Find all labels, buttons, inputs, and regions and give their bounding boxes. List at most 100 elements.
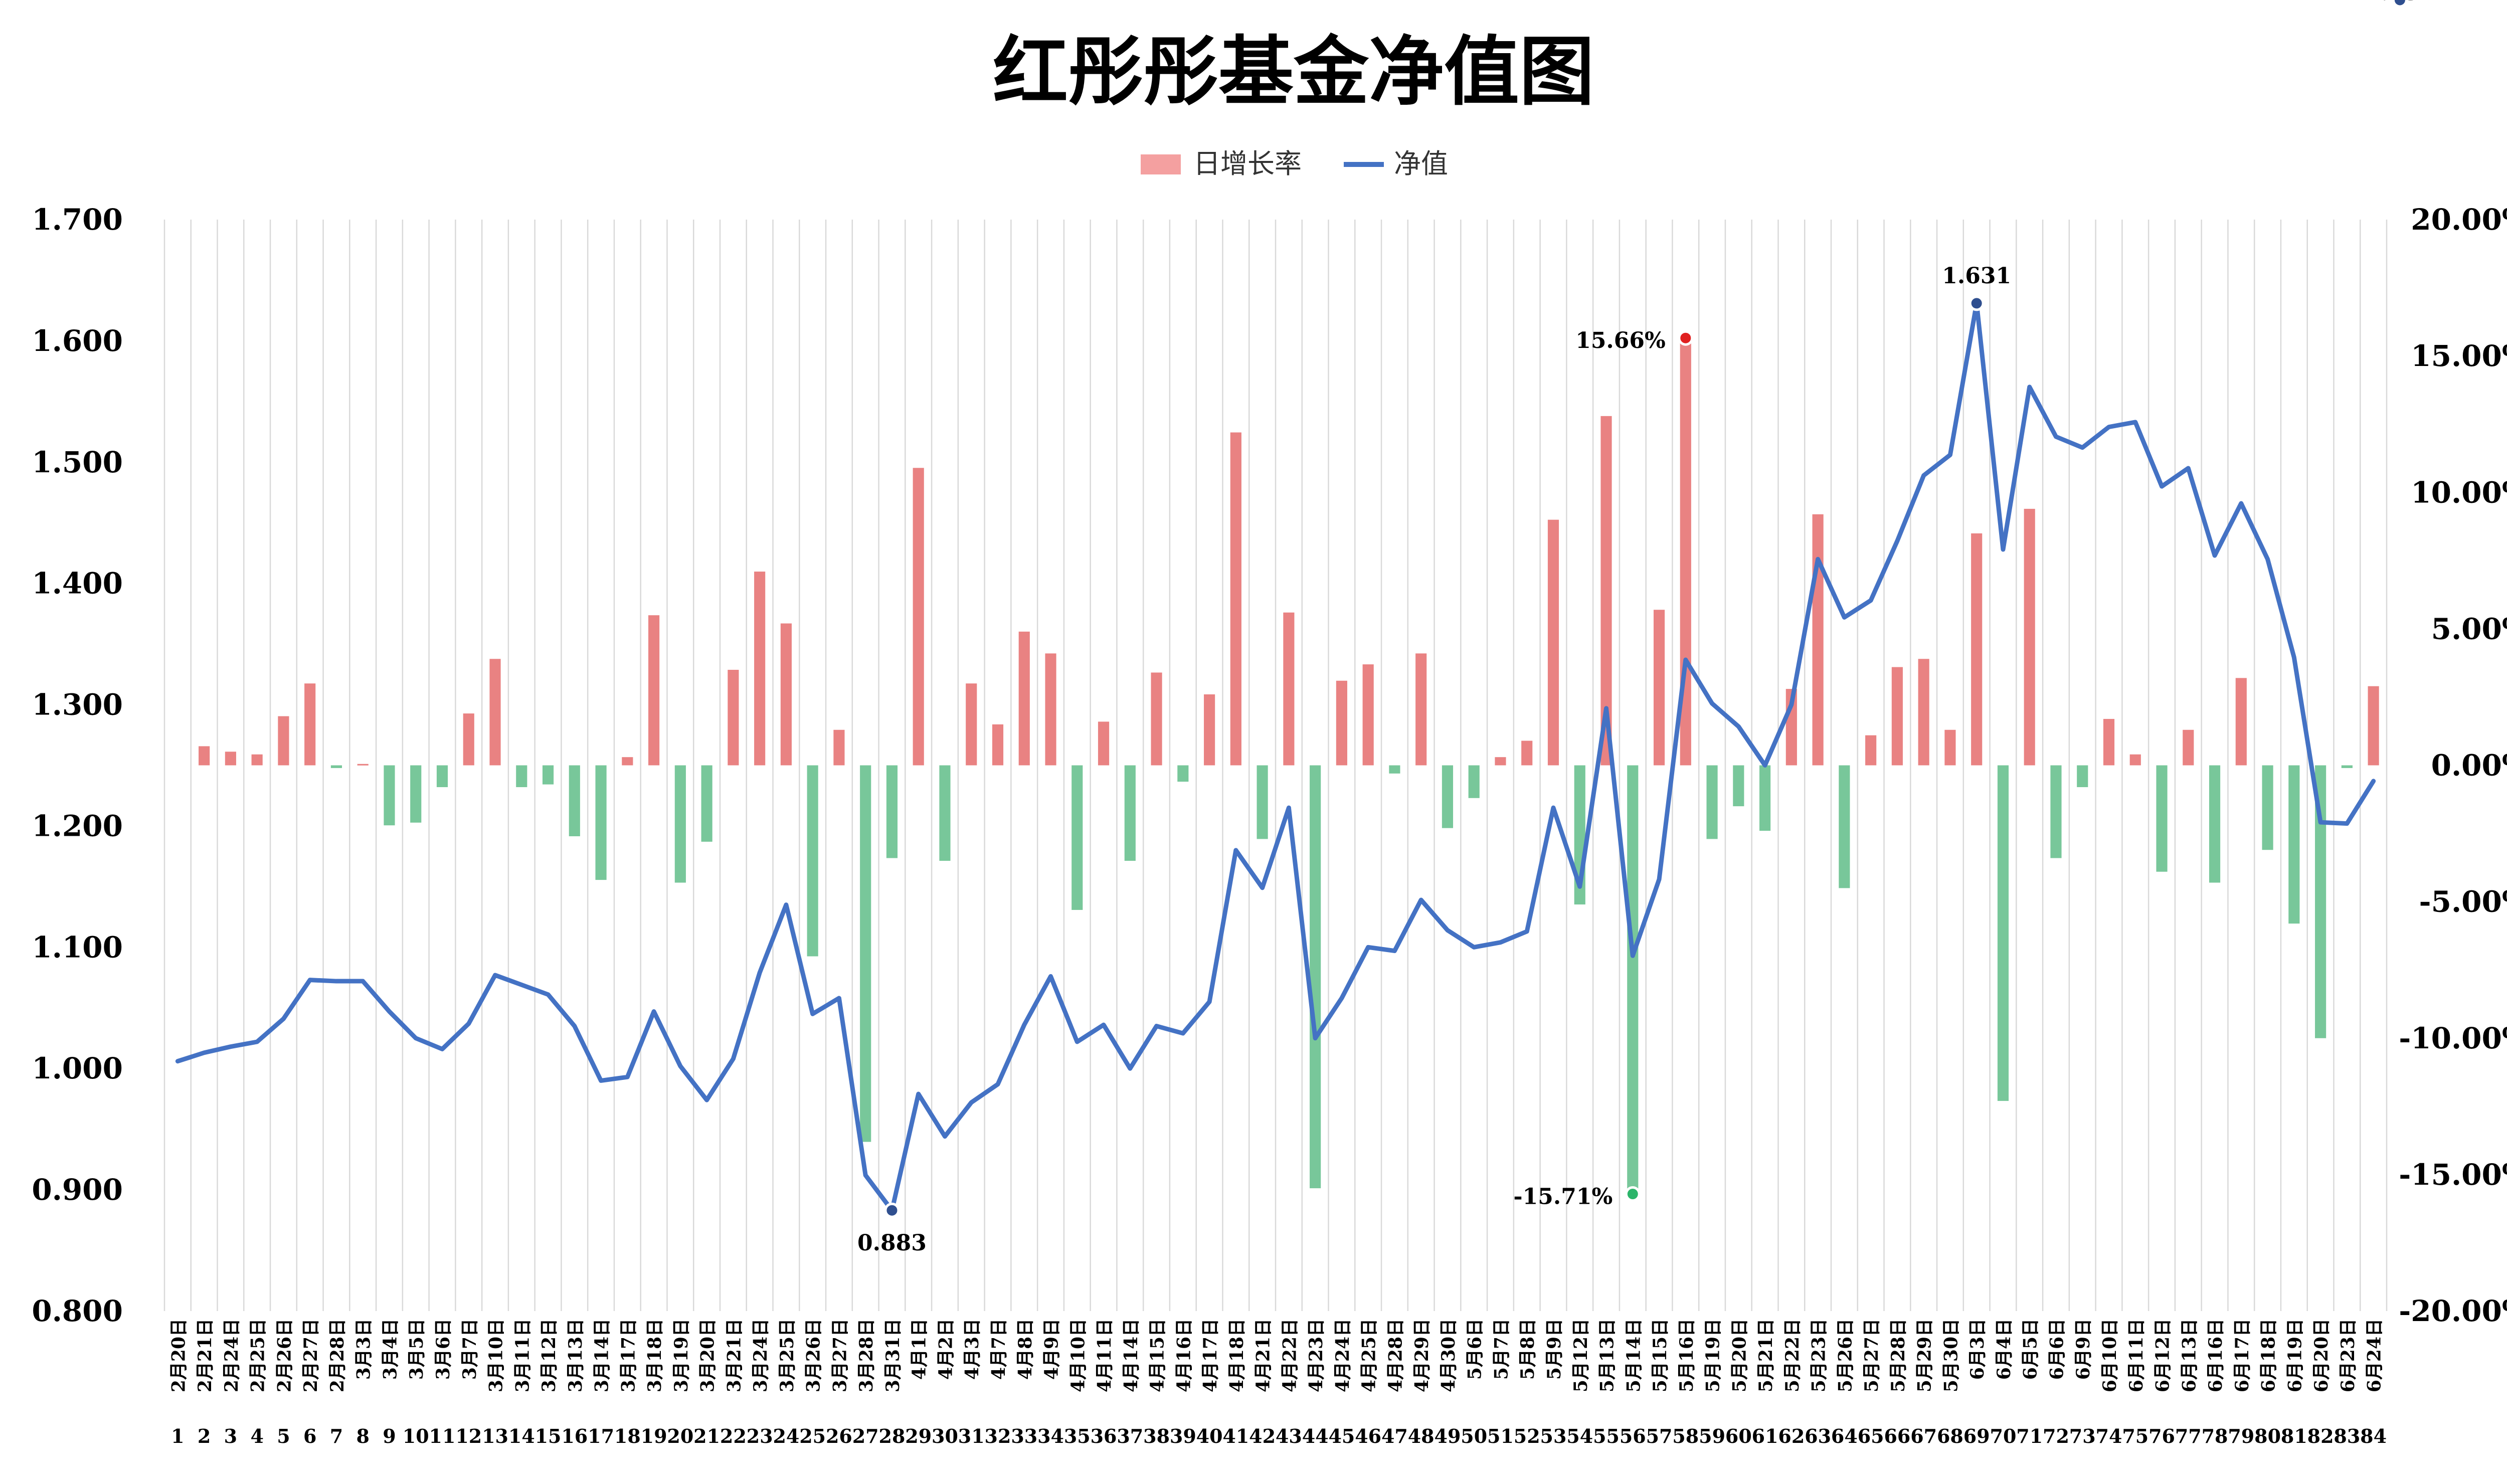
x-index-label: 72 [2043,1425,2069,1447]
x-date-label: 5月16日 [1676,1319,1697,1392]
x-index-label: 68 [1937,1425,1963,1447]
x-index-label: 23 [747,1425,773,1447]
growth-bar [2209,765,2221,883]
x-index-label: 84 [2360,1425,2387,1447]
left-tick-label: 1.600 [32,324,123,358]
x-index-label: 3 [224,1425,237,1447]
growth-bar [542,765,554,785]
chart-title: 红彤彤基金净值图 [993,28,1594,116]
growth-bar [1177,765,1189,782]
x-index-label: 21 [693,1425,720,1447]
left-tick-label: 1.500 [32,445,123,479]
growth-bar [2368,686,2379,766]
x-date-label: 5月8日 [1517,1319,1538,1380]
growth-bar [569,765,580,837]
x-date-label: 5月26日 [1835,1319,1856,1392]
growth-bar [2288,765,2300,924]
x-index-label: 26 [826,1425,852,1447]
x-index-label: 17 [588,1425,614,1447]
x-index-label: 56 [1620,1425,1646,1447]
x-index-label: 71 [2016,1425,2043,1447]
growth-bar [1759,765,1771,831]
x-date-label: 5月15日 [1650,1319,1671,1392]
growth-bar [648,615,660,766]
growth-bar [1521,740,1533,766]
x-date-label: 3月27日 [829,1319,850,1392]
growth-bar [1415,653,1427,766]
growth-bar [330,765,342,768]
x-date-label: 2月25日 [248,1319,269,1392]
x-date-label: 4月25日 [1359,1319,1380,1392]
growth-bar [1204,694,1215,766]
x-date-label: 5月29日 [1914,1319,1935,1392]
right-tick-label: -5.00% [2419,885,2507,919]
growth-bar [1944,729,1956,766]
growth-bar [939,765,951,861]
x-date-label: 4月10日 [1067,1319,1089,1392]
growth-bar [1971,533,1983,766]
x-date-label: 5月14日 [1623,1319,1644,1392]
growth-bar [1442,765,1454,828]
x-date-label: 6月23日 [2338,1319,2359,1392]
x-index-label: 73 [2069,1425,2096,1447]
nav-line [175,301,2376,1213]
x-date-label: 3月5日 [406,1319,427,1380]
growth-bar [304,683,316,766]
growth-bar [2315,765,2326,1038]
growth-bar [1997,765,2009,1101]
growth-bar [1812,514,1824,766]
x-index-label: 44 [1302,1425,1329,1447]
growth-bar [1389,765,1400,774]
right-tick-label: -15.00% [2399,1158,2507,1192]
x-date-label: 3月19日 [671,1319,692,1392]
x-date-label: 5月23日 [1809,1319,1830,1392]
x-index-label: 39 [1170,1425,1196,1447]
x-index-label: 4 [250,1425,263,1447]
growth-bar [1283,612,1295,766]
x-index-label: 65 [1858,1425,1884,1447]
x-index-label: 28 [879,1425,906,1447]
x-date-label: 2月28日 [327,1319,348,1392]
x-date-label: 6月4日 [1994,1319,2015,1380]
growth-bar [1627,765,1639,1194]
x-index-label: 35 [1064,1425,1091,1447]
annotation-marker [884,1202,900,1218]
x-index-label: 7 [330,1425,343,1447]
left-tick-label: 1.700 [32,203,123,237]
x-date-label: 4月9日 [1041,1319,1062,1380]
x-index-label: 5 [277,1425,290,1447]
growth-bar [2341,765,2353,768]
growth-bar [728,670,739,766]
x-date-label: 5月30日 [1940,1319,1961,1392]
annotation-label: 15.66% [1575,328,1666,353]
x-date-label: 5月20日 [1729,1319,1750,1392]
annotations: 15.66% -15.71% 1.631 0.883 1.237 [857,0,2434,1256]
left-tick-label: 1.000 [32,1051,123,1085]
growth-bar [1124,765,1136,861]
x-date-label: 4月23日 [1306,1319,1327,1392]
growth-bar [1653,610,1665,766]
annotation-label: 1.631 [1942,263,2011,289]
left-tick-label: 0.900 [32,1173,123,1207]
growth-bar [1839,765,1850,888]
growth-bar [1230,432,1241,766]
growth-bar [674,765,686,883]
growth-bar [1310,765,1321,1189]
x-date-label: 4月18日 [1226,1319,1247,1392]
x-date-label: 3月4日 [380,1319,401,1380]
growth-bar [2156,765,2168,872]
x-index-label: 15 [535,1425,562,1447]
legend: 日增长率 净值 [1141,148,1448,179]
x-index-label: 41 [1222,1425,1249,1447]
x-date-label: 5月6日 [1465,1319,1486,1380]
growth-bar [1918,659,1929,766]
x-index-label: 76 [2148,1425,2175,1447]
growth-bar [357,764,369,766]
x-date-label: 3月3日 [353,1319,375,1380]
growth-bar [1706,765,1718,839]
growth-bar [780,623,792,766]
left-tick-label: 1.400 [32,567,123,601]
x-date-label: 4月17日 [1200,1319,1221,1392]
x-date-label: 4月30日 [1438,1319,1459,1392]
x-date-label: 4月21日 [1253,1319,1274,1392]
